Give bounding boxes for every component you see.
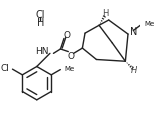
Text: O: O	[67, 52, 75, 61]
Text: H: H	[37, 18, 44, 28]
Text: Cl: Cl	[36, 10, 45, 20]
Text: N: N	[130, 27, 137, 37]
Text: H: H	[102, 9, 108, 18]
Text: O: O	[64, 31, 71, 40]
Text: H: H	[131, 66, 137, 75]
Text: Me: Me	[65, 66, 75, 72]
Text: HN: HN	[36, 47, 49, 56]
Text: Cl: Cl	[0, 64, 9, 73]
Text: Me: Me	[145, 21, 154, 27]
